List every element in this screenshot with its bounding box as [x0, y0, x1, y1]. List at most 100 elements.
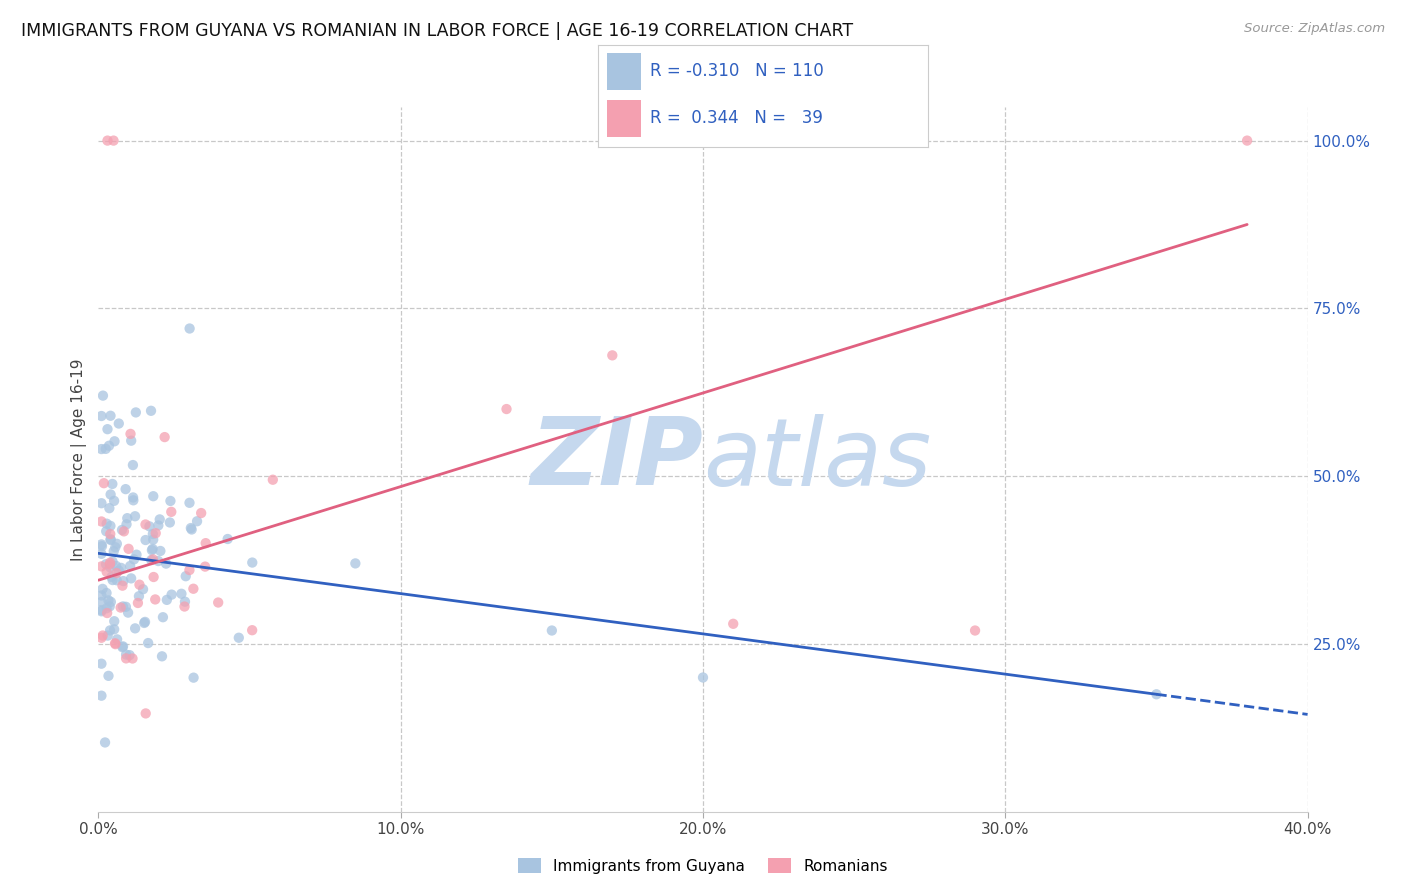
Point	[111, 579, 134, 593]
Point	[94, 735, 117, 749]
Point	[115, 517, 138, 532]
Point	[128, 589, 150, 603]
Point	[90, 559, 112, 574]
Point	[90, 631, 112, 645]
Point	[90, 595, 112, 609]
Point	[104, 637, 127, 651]
Point	[98, 501, 121, 516]
Point	[91, 389, 114, 403]
Point	[101, 555, 124, 569]
Point	[111, 599, 134, 614]
Point	[100, 487, 122, 501]
Point	[120, 559, 142, 574]
Legend: Immigrants from Guyana, Romanians: Immigrants from Guyana, Romanians	[512, 852, 894, 880]
Point	[114, 482, 136, 496]
Point	[180, 521, 202, 535]
Text: ZIP: ZIP	[530, 413, 703, 506]
Point	[540, 624, 562, 638]
Point	[148, 554, 170, 568]
Point	[149, 544, 172, 558]
Point	[96, 422, 118, 436]
Point	[105, 566, 128, 580]
Point	[155, 557, 177, 571]
Point	[117, 541, 139, 556]
Point	[117, 511, 139, 525]
Point	[122, 552, 145, 566]
Point	[148, 518, 170, 533]
Point	[692, 671, 714, 685]
Point	[100, 533, 122, 547]
Text: Source: ZipAtlas.com: Source: ZipAtlas.com	[1244, 22, 1385, 36]
Point	[110, 561, 132, 575]
Point	[98, 439, 121, 453]
Text: IMMIGRANTS FROM GUYANA VS ROMANIAN IN LABOR FORCE | AGE 16-19 CORRELATION CHART: IMMIGRANTS FROM GUYANA VS ROMANIAN IN LA…	[21, 22, 853, 40]
Point	[96, 601, 118, 615]
Point	[134, 615, 156, 630]
Point	[96, 565, 118, 579]
Point	[152, 610, 174, 624]
Point	[135, 533, 157, 547]
Point	[170, 587, 193, 601]
Point	[150, 649, 173, 664]
Point	[121, 651, 143, 665]
Point	[186, 514, 208, 528]
Point	[149, 512, 172, 526]
Bar	[607, 100, 641, 137]
Point	[103, 614, 125, 628]
Point	[125, 548, 148, 562]
Point	[90, 537, 112, 551]
Point	[100, 570, 122, 584]
Point	[173, 599, 195, 614]
Point	[183, 671, 205, 685]
Point	[156, 593, 179, 607]
Text: R = -0.310   N = 110: R = -0.310 N = 110	[651, 62, 824, 80]
Y-axis label: In Labor Force | Age 16-19: In Labor Force | Age 16-19	[72, 358, 87, 561]
Point	[90, 589, 112, 603]
Point	[90, 496, 112, 510]
Point	[723, 616, 745, 631]
Point	[120, 571, 142, 585]
Point	[120, 426, 142, 441]
Point	[91, 628, 114, 642]
Point	[141, 543, 163, 558]
Point	[104, 540, 127, 554]
Point	[105, 574, 128, 588]
Point	[262, 473, 284, 487]
Point	[101, 477, 124, 491]
Point	[142, 541, 165, 556]
Point	[98, 556, 121, 570]
Point	[115, 599, 138, 614]
Point	[124, 621, 146, 635]
Point	[107, 564, 129, 578]
Point	[96, 606, 118, 620]
Point	[94, 558, 117, 572]
Point	[142, 552, 165, 566]
Point	[174, 595, 197, 609]
Point	[105, 632, 128, 647]
Point	[132, 582, 155, 597]
Point	[240, 556, 263, 570]
Point	[103, 493, 125, 508]
Point	[100, 595, 122, 609]
Point	[180, 523, 202, 537]
Point	[142, 489, 165, 503]
Point	[90, 604, 112, 618]
Point	[142, 527, 165, 541]
Point	[138, 519, 160, 533]
Point	[207, 595, 229, 609]
Point	[194, 536, 217, 550]
Point	[103, 544, 125, 558]
Point	[103, 434, 125, 449]
Point	[107, 417, 129, 431]
Point	[111, 640, 134, 654]
Point	[91, 582, 114, 596]
Point	[100, 409, 122, 423]
Point	[190, 506, 212, 520]
Point	[100, 519, 122, 533]
Point	[1236, 134, 1258, 148]
Point	[90, 657, 112, 671]
Point	[134, 615, 156, 629]
Point	[90, 442, 112, 456]
Point	[344, 557, 367, 571]
Point	[103, 134, 125, 148]
